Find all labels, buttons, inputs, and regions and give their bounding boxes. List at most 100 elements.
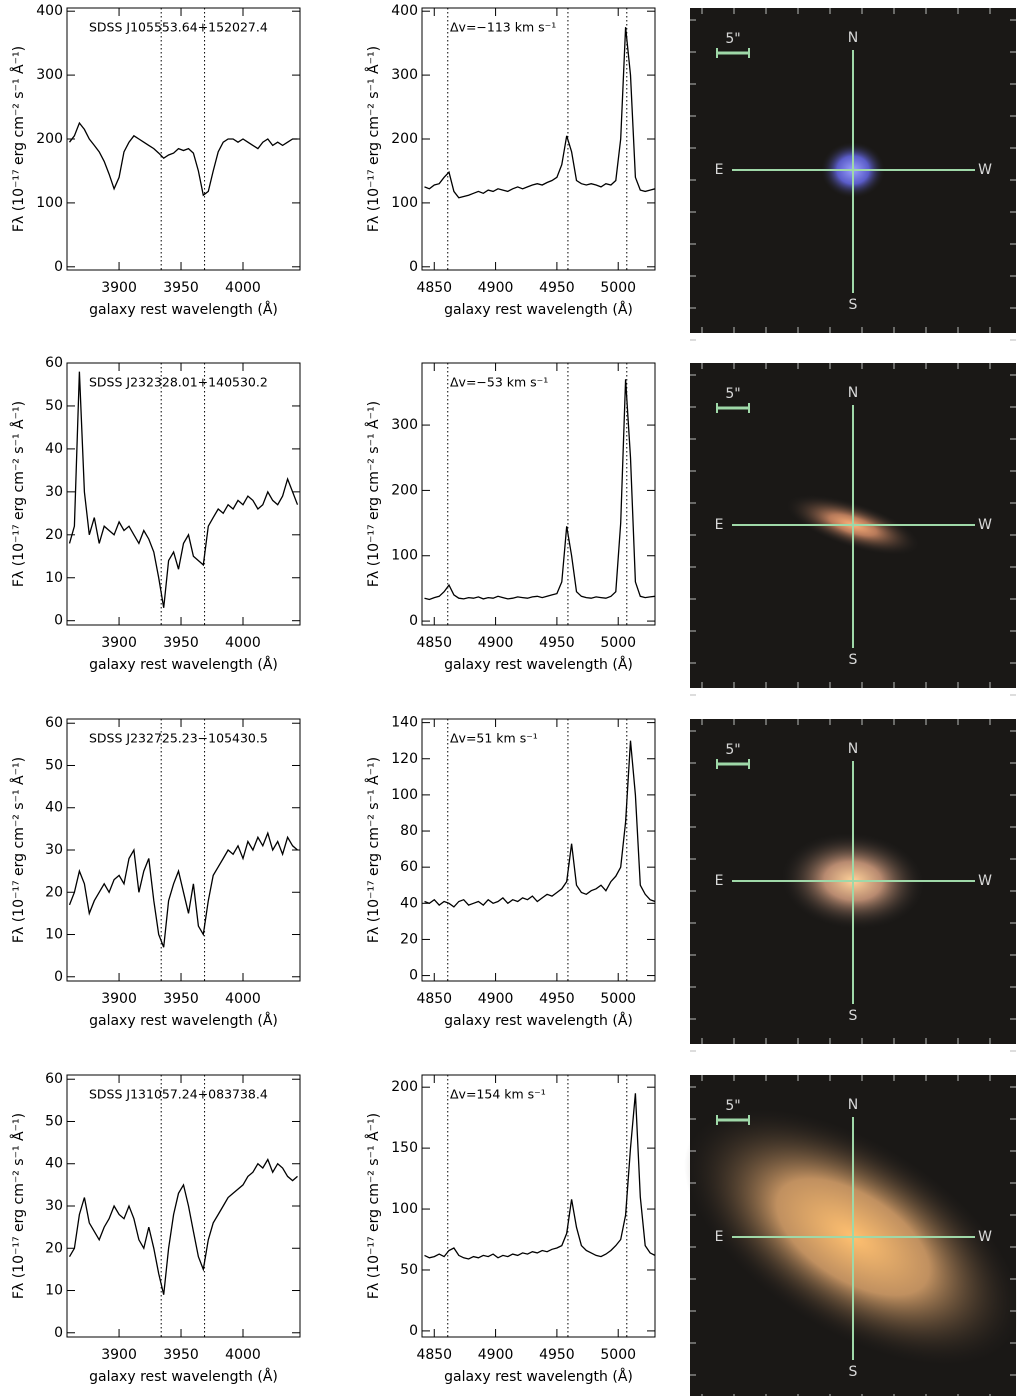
compass-west: W bbox=[978, 517, 992, 533]
y-tick-label: 0 bbox=[409, 1323, 418, 1339]
x-tick-label: 3950 bbox=[163, 991, 199, 1007]
annotation: SDSS J232328.01+140530.2 bbox=[89, 375, 268, 390]
y-tick-label: 140 bbox=[391, 715, 418, 731]
annotation: Δv=−53 km s⁻¹ bbox=[450, 375, 548, 390]
y-tick-label: 40 bbox=[45, 1156, 63, 1172]
x-tick-label: 3900 bbox=[101, 280, 137, 296]
x-tick-label: 4900 bbox=[478, 635, 514, 651]
x-tick-label: 3950 bbox=[163, 280, 199, 296]
y-tick-label: 100 bbox=[391, 548, 418, 564]
y-tick-label: 20 bbox=[400, 931, 418, 947]
x-tick-label: 5000 bbox=[600, 280, 636, 296]
compass-south: S bbox=[849, 297, 858, 313]
y-tick-label: 60 bbox=[45, 355, 63, 371]
sky-image: 5" N S E W bbox=[684, 1075, 1017, 1396]
chart: 0 10 20 30 40 50 60 3900 3950 4000 galaxy rest wav… bbox=[10, 355, 301, 673]
y-tick-label: 300 bbox=[391, 417, 418, 433]
y-axis-label: Fλ (10⁻¹⁷ erg cm⁻² s⁻¹ Å⁻¹) bbox=[365, 46, 382, 232]
plot-frame bbox=[66, 7, 301, 271]
compass-south: S bbox=[849, 1364, 858, 1380]
x-axis-label: galaxy rest wavelength (Å) bbox=[89, 1012, 278, 1029]
x-tick-label: 3900 bbox=[101, 1347, 137, 1363]
annotation: Δv=51 km s⁻¹ bbox=[450, 731, 538, 746]
compass-north: N bbox=[848, 741, 858, 757]
y-tick-label: 10 bbox=[45, 927, 63, 943]
plot-frame bbox=[66, 362, 301, 626]
chart: 0 100 200 300 400 3900 3950 4000 galaxy rest wav… bbox=[10, 3, 301, 318]
scale-label: 5" bbox=[725, 31, 740, 47]
x-tick-label: 4000 bbox=[225, 991, 261, 1007]
x-tick-label: 4900 bbox=[478, 991, 514, 1007]
x-tick-label: 5000 bbox=[600, 991, 636, 1007]
x-axis-label: galaxy rest wavelength (Å) bbox=[89, 301, 278, 318]
x-axis-label: galaxy rest wavelength (Å) bbox=[444, 301, 633, 318]
compass-south: S bbox=[849, 652, 858, 668]
x-tick-label: 5000 bbox=[600, 1347, 636, 1363]
y-tick-label: 0 bbox=[54, 1325, 63, 1341]
plot-frame bbox=[66, 718, 301, 982]
compass-east: E bbox=[715, 162, 724, 178]
spectrum-line bbox=[68, 831, 298, 948]
x-tick-label: 3950 bbox=[163, 635, 199, 651]
y-tick-label: 120 bbox=[391, 751, 418, 767]
spectrum-line bbox=[68, 121, 298, 197]
annotation: Δv=−113 km s⁻¹ bbox=[450, 20, 556, 35]
y-tick-label: 0 bbox=[54, 613, 63, 629]
spectrum-line bbox=[424, 740, 655, 908]
y-tick-label: 30 bbox=[45, 842, 63, 858]
chart: 0 50 100 150 200 4850 4900 4950 5000 galaxy rest … bbox=[365, 1074, 656, 1385]
y-tick-label: 10 bbox=[45, 570, 63, 586]
y-axis-label: Fλ (10⁻¹⁷ erg cm⁻² s⁻¹ Å⁻¹) bbox=[10, 46, 27, 232]
x-axis-label: galaxy rest wavelength (Å) bbox=[444, 656, 633, 673]
chart: 0 20 40 60 80 100 120 140 4850 4900 4950 5000 galaxy… bbox=[365, 715, 656, 1029]
sky-image: 5" N S E W bbox=[690, 363, 1016, 696]
x-tick-label: 4850 bbox=[416, 991, 452, 1007]
y-axis-label: Fλ (10⁻¹⁷ erg cm⁻² s⁻¹ Å⁻¹) bbox=[10, 401, 27, 587]
chart: 0 10 20 30 40 50 60 3900 3950 4000 galaxy rest wav… bbox=[10, 715, 301, 1029]
x-axis-label: galaxy rest wavelength (Å) bbox=[444, 1368, 633, 1385]
y-tick-label: 40 bbox=[45, 800, 63, 816]
annotation: SDSS J105553.64+152027.4 bbox=[89, 20, 268, 35]
y-tick-label: 50 bbox=[400, 1262, 418, 1278]
compass-west: W bbox=[978, 162, 992, 178]
x-tick-label: 4900 bbox=[478, 280, 514, 296]
y-tick-label: 50 bbox=[45, 757, 63, 773]
x-axis-label: galaxy rest wavelength (Å) bbox=[89, 1368, 278, 1385]
x-tick-label: 4000 bbox=[225, 1347, 261, 1363]
y-tick-label: 20 bbox=[45, 1240, 63, 1256]
x-tick-label: 4950 bbox=[539, 1347, 575, 1363]
annotation: SDSS J232725.23−105430.5 bbox=[89, 731, 268, 746]
y-tick-label: 40 bbox=[400, 895, 418, 911]
y-axis-label: Fλ (10⁻¹⁷ erg cm⁻² s⁻¹ Å⁻¹) bbox=[365, 1113, 382, 1299]
x-axis-label: galaxy rest wavelength (Å) bbox=[89, 656, 278, 673]
compass-west: W bbox=[978, 873, 992, 889]
chart: 0 10 20 30 40 50 60 3900 3950 4000 galaxy rest wav… bbox=[10, 1071, 301, 1385]
y-tick-label: 0 bbox=[54, 969, 63, 985]
plot-frame bbox=[421, 362, 656, 626]
x-tick-label: 5000 bbox=[600, 635, 636, 651]
y-tick-label: 400 bbox=[36, 3, 63, 19]
compass-east: E bbox=[715, 517, 724, 533]
y-tick-label: 60 bbox=[400, 859, 418, 875]
plot-frame bbox=[421, 718, 656, 982]
scale-label: 5" bbox=[725, 742, 740, 758]
y-tick-label: 60 bbox=[45, 1071, 63, 1087]
y-tick-label: 200 bbox=[36, 131, 63, 147]
spectrum-line bbox=[424, 1093, 655, 1260]
y-tick-label: 200 bbox=[391, 482, 418, 498]
x-tick-label: 4000 bbox=[225, 635, 261, 651]
compass-east: E bbox=[715, 873, 724, 889]
y-tick-label: 100 bbox=[391, 1201, 418, 1217]
y-axis-label: Fλ (10⁻¹⁷ erg cm⁻² s⁻¹ Å⁻¹) bbox=[10, 757, 27, 943]
spectrum-line bbox=[424, 379, 655, 601]
y-axis-label: Fλ (10⁻¹⁷ erg cm⁻² s⁻¹ Å⁻¹) bbox=[365, 401, 382, 587]
annotation: Δv=154 km s⁻¹ bbox=[450, 1087, 546, 1102]
spectrum-line bbox=[68, 371, 299, 608]
spectrum-line bbox=[68, 1158, 298, 1295]
y-tick-label: 80 bbox=[400, 823, 418, 839]
y-tick-label: 50 bbox=[45, 1113, 63, 1129]
x-tick-label: 4950 bbox=[539, 635, 575, 651]
compass-east: E bbox=[715, 1229, 724, 1245]
x-tick-label: 3900 bbox=[101, 991, 137, 1007]
x-tick-label: 3900 bbox=[101, 635, 137, 651]
